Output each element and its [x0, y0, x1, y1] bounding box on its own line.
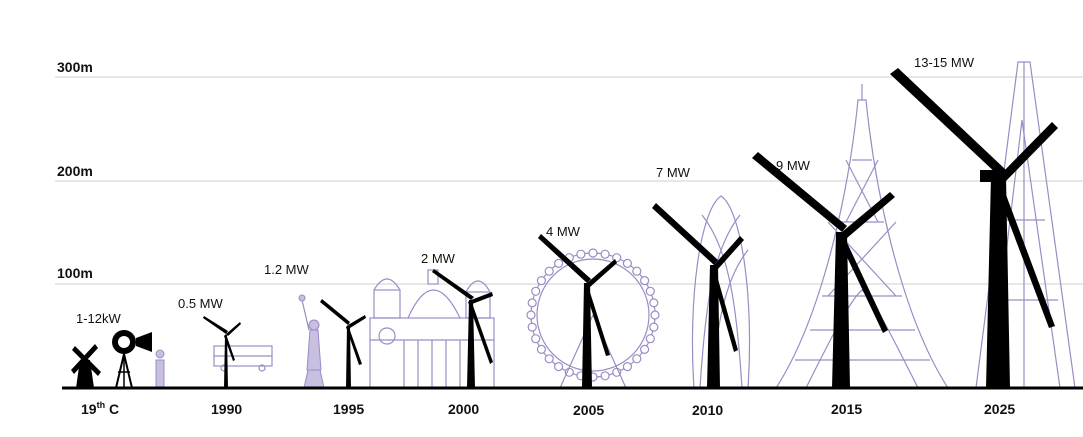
- year-label-2025: 2025: [984, 401, 1015, 417]
- london-eye-pod: [650, 310, 660, 320]
- st-pauls-cathedral: [369, 269, 495, 389]
- london-eye-pod: [639, 276, 650, 286]
- london-eye-pod: [645, 286, 655, 296]
- power-label-2000: 2 MW: [421, 251, 456, 266]
- statue-of-liberty: [298, 294, 325, 389]
- london-eye-pod: [531, 334, 541, 344]
- london-eye-pod: [639, 344, 650, 354]
- y-label-300m: 300m: [57, 59, 93, 75]
- london-eye-pod: [553, 362, 564, 372]
- london-eye-pod: [527, 322, 537, 332]
- london-eye-pod: [600, 249, 610, 259]
- turbine-2010: [652, 203, 744, 388]
- london-eye-pod: [527, 298, 537, 308]
- turbine-2000: [432, 269, 493, 388]
- london-eye-pod: [649, 298, 659, 308]
- eiffel-tower: [775, 84, 949, 389]
- power-label-2015: 9 MW: [776, 158, 811, 173]
- power-label-1990: 0.5 MW: [178, 296, 224, 311]
- london-eye-pod: [536, 276, 547, 286]
- power-label-19th-c: 1-12kW: [76, 311, 122, 326]
- power-label-1995: 1.2 MW: [264, 262, 310, 277]
- london-eye-pod: [622, 362, 633, 372]
- year-label-2000: 2000: [448, 401, 479, 417]
- london-eye: [526, 248, 660, 389]
- power-label-2005: 4 MW: [546, 224, 581, 239]
- year-label-19th-c: 19th C: [81, 400, 119, 417]
- year-label-1990: 1990: [211, 401, 242, 417]
- turbine-2005: [538, 234, 617, 388]
- london-eye-pod: [588, 248, 598, 258]
- power-label-2010: 7 MW: [656, 165, 691, 180]
- london-eye-pod: [544, 266, 554, 276]
- london-eye-pod: [645, 334, 655, 344]
- london-eye-pod: [536, 344, 547, 354]
- y-label-200m: 200m: [57, 163, 93, 179]
- london-eye-pod: [622, 258, 633, 268]
- y-label-100m: 100m: [57, 265, 93, 281]
- small-figure: [155, 349, 165, 389]
- turbine-1990: [203, 316, 241, 388]
- year-label-2015: 2015: [831, 401, 862, 417]
- double-decker-bus: [213, 345, 273, 372]
- london-eye-pod: [632, 354, 642, 364]
- london-eye-pod: [526, 310, 536, 320]
- london-eye-pod: [632, 266, 642, 276]
- year-label-2010: 2010: [692, 402, 723, 418]
- london-eye-pod: [576, 249, 586, 259]
- year-label-2005: 2005: [573, 402, 604, 418]
- london-eye-pod: [553, 258, 564, 268]
- turbine-1995: [320, 299, 366, 388]
- dutch-windmill: [71, 344, 101, 388]
- power-label-2025: 13-15 MW: [914, 55, 975, 70]
- london-eye-pod: [600, 371, 610, 381]
- turbine-2025: [890, 68, 1058, 388]
- water-pump-windmill: [112, 330, 152, 389]
- london-eye-pod: [531, 286, 541, 296]
- london-eye-pod: [544, 354, 554, 364]
- year-label-1995: 1995: [333, 401, 364, 417]
- turbine-2015: [752, 152, 895, 388]
- london-eye-pod: [649, 322, 659, 332]
